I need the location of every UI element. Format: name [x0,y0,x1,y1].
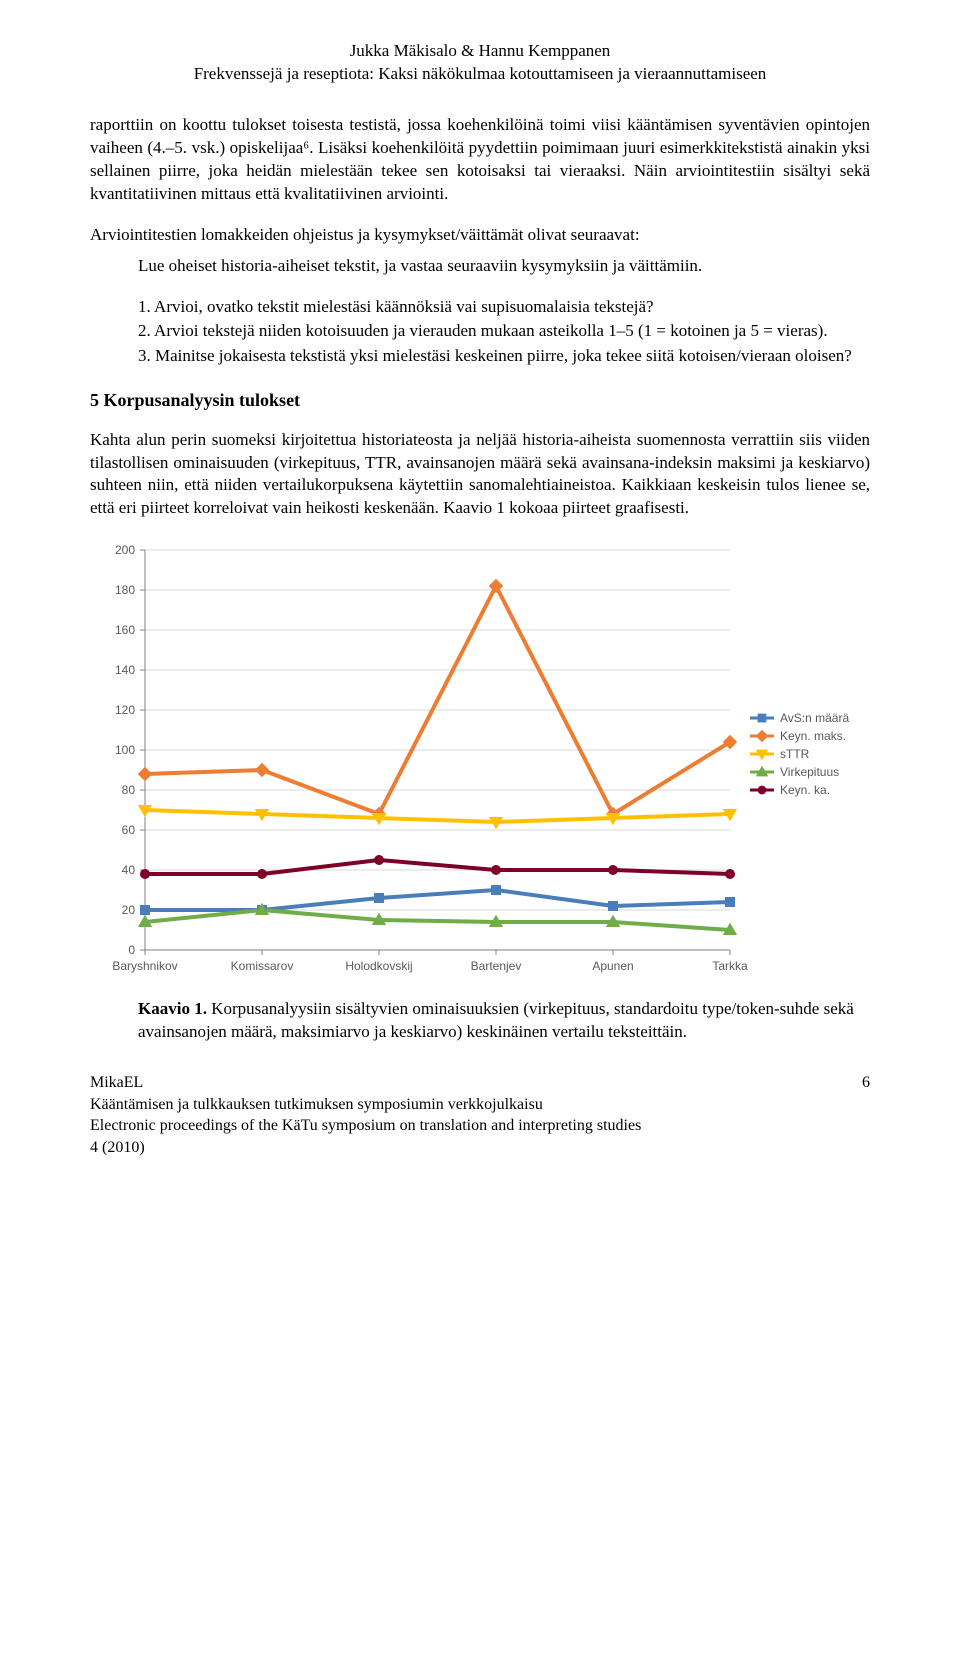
svg-text:60: 60 [122,823,136,837]
line-chart: 0 20 40 60 80 100 120 140 160 180 200 Baryshnikov Ko… [90,540,870,980]
svg-text:140: 140 [115,663,135,677]
svg-text:20: 20 [122,903,136,917]
footer-line: 4 (2010) [90,1137,870,1159]
footer-line: Kääntämisen ja tulkkauksen tutkimuksen s… [90,1094,870,1116]
svg-text:AvS:n määrä: AvS:n määrä [780,711,849,725]
page-header: Jukka Mäkisalo & Hannu Kemppanen Frekven… [90,40,870,86]
svg-text:Holodkovskij: Holodkovskij [345,959,412,973]
svg-text:100: 100 [115,743,135,757]
svg-text:0: 0 [128,943,135,957]
svg-text:Keyn. maks.: Keyn. maks. [780,729,846,743]
svg-text:Tarkka: Tarkka [712,959,748,973]
subtitle-line: Frekvenssejä ja reseptiota: Kaksi näköku… [90,63,870,86]
authors-line: Jukka Mäkisalo & Hannu Kemppanen [90,40,870,63]
footer-line: MikaEL [90,1072,870,1094]
footer-line: Electronic proceedings of the KäTu sympo… [90,1115,870,1137]
svg-text:Baryshnikov: Baryshnikov [112,959,177,973]
chart-container: 0 20 40 60 80 100 120 140 160 180 200 Baryshnikov Ko… [90,540,870,980]
paragraph-4: Kahta alun perin suomeksi kirjoitettua h… [90,429,870,521]
svg-text:Keyn. ka.: Keyn. ka. [780,783,830,797]
paragraph-2: Arviointitestien lomakkeiden ohjeistus j… [90,224,870,247]
caption-text: Korpusanalyysiin sisältyvien ominaisuuks… [138,999,854,1041]
instruction-text: Lue oheiset historia-aiheiset tekstit, j… [138,255,870,278]
list-item: 3. Mainitse jokaisesta tekstistä yksi mi… [138,345,870,368]
numbered-list: 1. Arvioi, ovatko tekstit mielestäsi kää… [138,296,870,369]
chart-caption: Kaavio 1. Korpusanalyysiin sisältyvien o… [138,998,870,1044]
section-heading-5: 5 Korpusanalyysin tulokset [90,388,870,412]
list-item: 1. Arvioi, ovatko tekstit mielestäsi kää… [138,296,870,319]
page-number: 6 [862,1072,870,1094]
svg-text:120: 120 [115,703,135,717]
svg-text:160: 160 [115,623,135,637]
svg-text:200: 200 [115,543,135,557]
caption-lead: Kaavio 1. [138,999,207,1018]
svg-text:Virkepituus: Virkepituus [780,765,839,779]
svg-text:Apunen: Apunen [592,959,633,973]
svg-text:Komissarov: Komissarov [231,959,294,973]
svg-text:180: 180 [115,583,135,597]
svg-text:40: 40 [122,863,136,877]
svg-text:Bartenjev: Bartenjev [471,959,522,973]
svg-text:80: 80 [122,783,136,797]
list-item: 2. Arvioi tekstejä niiden kotoisuuden ja… [138,320,870,343]
page-footer: 6 MikaEL Kääntämisen ja tulkkauksen tutk… [90,1072,870,1158]
paragraph-1: raporttiin on koottu tulokset toisesta t… [90,114,870,206]
svg-text:sTTR: sTTR [780,747,810,761]
